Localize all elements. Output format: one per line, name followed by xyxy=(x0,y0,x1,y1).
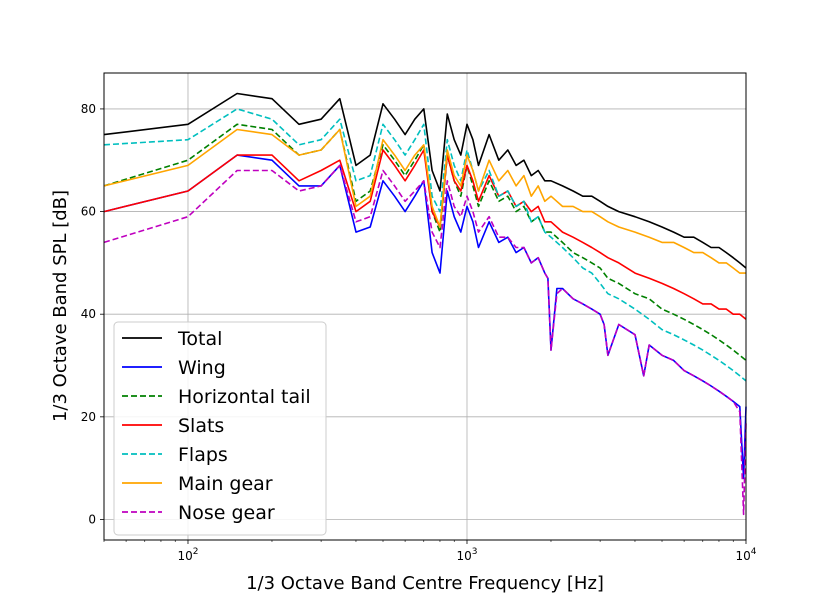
x-axis-label: 1/3 Octave Band Centre Frequency [Hz] xyxy=(246,573,604,594)
y-tick-label: 0 xyxy=(88,512,96,526)
y-tick-label: 20 xyxy=(81,410,96,424)
y-axis-label: 1/3 Octave Band SPL [dB] xyxy=(50,190,71,422)
legend-label: Main gear xyxy=(178,473,273,495)
y-tick-label: 40 xyxy=(81,307,96,321)
legend-label: Horizontal tail xyxy=(178,386,311,408)
x-tick-label: 103 xyxy=(456,547,477,563)
y-axis: 0 20 40 60 80 xyxy=(81,102,104,526)
y-tick-label: 80 xyxy=(81,102,96,116)
legend-label: Wing xyxy=(178,357,226,379)
legend: Total Wing Horizontal tail Slats Flaps Main g… xyxy=(113,321,327,536)
y-tick-label: 60 xyxy=(81,205,96,219)
legend-label: Flaps xyxy=(178,444,228,466)
legend-label: Nose gear xyxy=(178,502,275,524)
series-layer xyxy=(103,92,747,516)
x-tick-label: 104 xyxy=(735,547,756,563)
x-tick-label: 102 xyxy=(177,547,198,563)
series-line-nose-gear xyxy=(103,164,747,516)
series-line-total xyxy=(103,92,747,269)
legend-label: Total xyxy=(177,328,222,350)
legend-box xyxy=(113,321,327,536)
series-line-flaps xyxy=(103,108,747,382)
x-axis: 102 103 104 xyxy=(103,540,757,563)
legend-label: Slats xyxy=(178,415,224,437)
plot-frame xyxy=(103,72,747,541)
series-line-main-gear xyxy=(103,128,746,274)
